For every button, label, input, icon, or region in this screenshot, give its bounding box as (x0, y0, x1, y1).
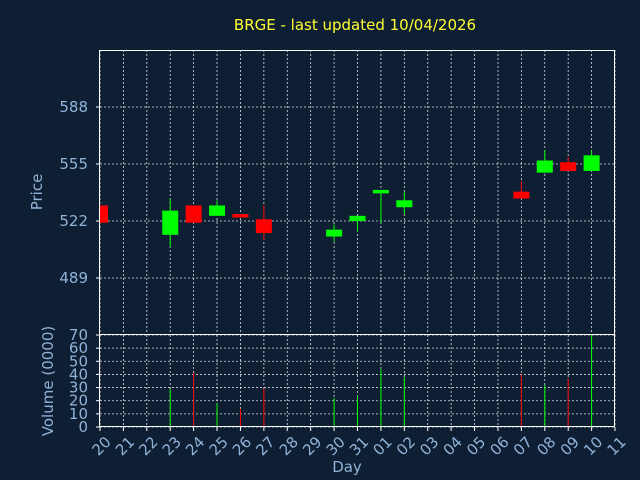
x-axis-label: Day (332, 458, 362, 476)
candle-body (372, 189, 389, 194)
candle-body (396, 200, 413, 208)
x-tick-label: 06 (486, 433, 512, 459)
x-tick-label: 01 (369, 433, 395, 459)
x-tick-label: 26 (229, 433, 255, 459)
candle-body (536, 160, 553, 173)
price-y-tick-label: 588 (59, 98, 88, 116)
x-tick-label: 08 (533, 433, 559, 459)
x-tick-label: 03 (416, 433, 442, 459)
candle-body (349, 215, 366, 221)
candle-body (209, 205, 226, 216)
x-tick-label: 31 (346, 433, 372, 459)
candle-body (560, 162, 577, 171)
volume-y-tick-label: 40 (69, 365, 88, 383)
volume-y-tick-label: 0 (78, 418, 88, 436)
volume-bars (169, 335, 593, 427)
candle-body (255, 219, 272, 234)
x-tick-label: 30 (323, 433, 349, 459)
chart-title: BRGE - last updated 10/04/2026 (234, 16, 476, 34)
volume-y-tick-label: 70 (69, 326, 88, 344)
price-y-ticks: 489 522 555 588 (59, 98, 100, 287)
candle-body (232, 214, 249, 218)
candle-body (583, 155, 600, 171)
x-tick-label: 04 (440, 433, 466, 459)
x-tick-label: 29 (299, 433, 325, 459)
x-tick-label: 27 (252, 433, 278, 459)
volume-frame (99, 334, 615, 427)
x-tick-label: 02 (393, 433, 419, 459)
x-tick-label: 21 (112, 433, 138, 459)
x-tick-label: 22 (135, 433, 161, 459)
volume-y-tick-label: 50 (69, 352, 88, 370)
price-frame (99, 50, 615, 335)
candle-body (326, 229, 343, 237)
x-tick-label: 24 (182, 433, 208, 459)
x-tick-label: 09 (557, 433, 583, 459)
price-y-tick-label: 522 (59, 212, 88, 230)
price-grid (99, 50, 616, 335)
x-tick-label: 28 (276, 433, 302, 459)
volume-y-tick-label: 60 (69, 339, 88, 357)
volume-axis-label: Volume (0000) (39, 326, 57, 436)
candle-body (100, 205, 108, 223)
price-y-tick-label: 489 (59, 269, 88, 287)
price-y-tick-label: 555 (59, 155, 88, 173)
candle-body (513, 191, 530, 199)
price-panel: 489 522 555 588 (59, 50, 616, 335)
x-tick-label: 11 (604, 433, 630, 459)
x-tick-label: 25 (206, 433, 232, 459)
x-tick-label: 07 (510, 433, 536, 459)
x-tick-label: 23 (159, 433, 185, 459)
price-axis-label: Price (28, 174, 46, 211)
x-tick-label: 20 (89, 433, 115, 459)
volume-y-tick-label: 10 (69, 405, 88, 423)
volume-y-tick-label: 20 (69, 392, 88, 410)
volume-y-tick-label: 30 (69, 379, 88, 397)
x-axis-ticks: 2021222324252627282930310102030405060708… (89, 427, 630, 459)
x-tick-label: 10 (580, 433, 606, 459)
candle-body (162, 210, 179, 235)
x-tick-label: 05 (463, 433, 489, 459)
candle-body (185, 205, 202, 223)
price-candles (99, 150, 600, 247)
